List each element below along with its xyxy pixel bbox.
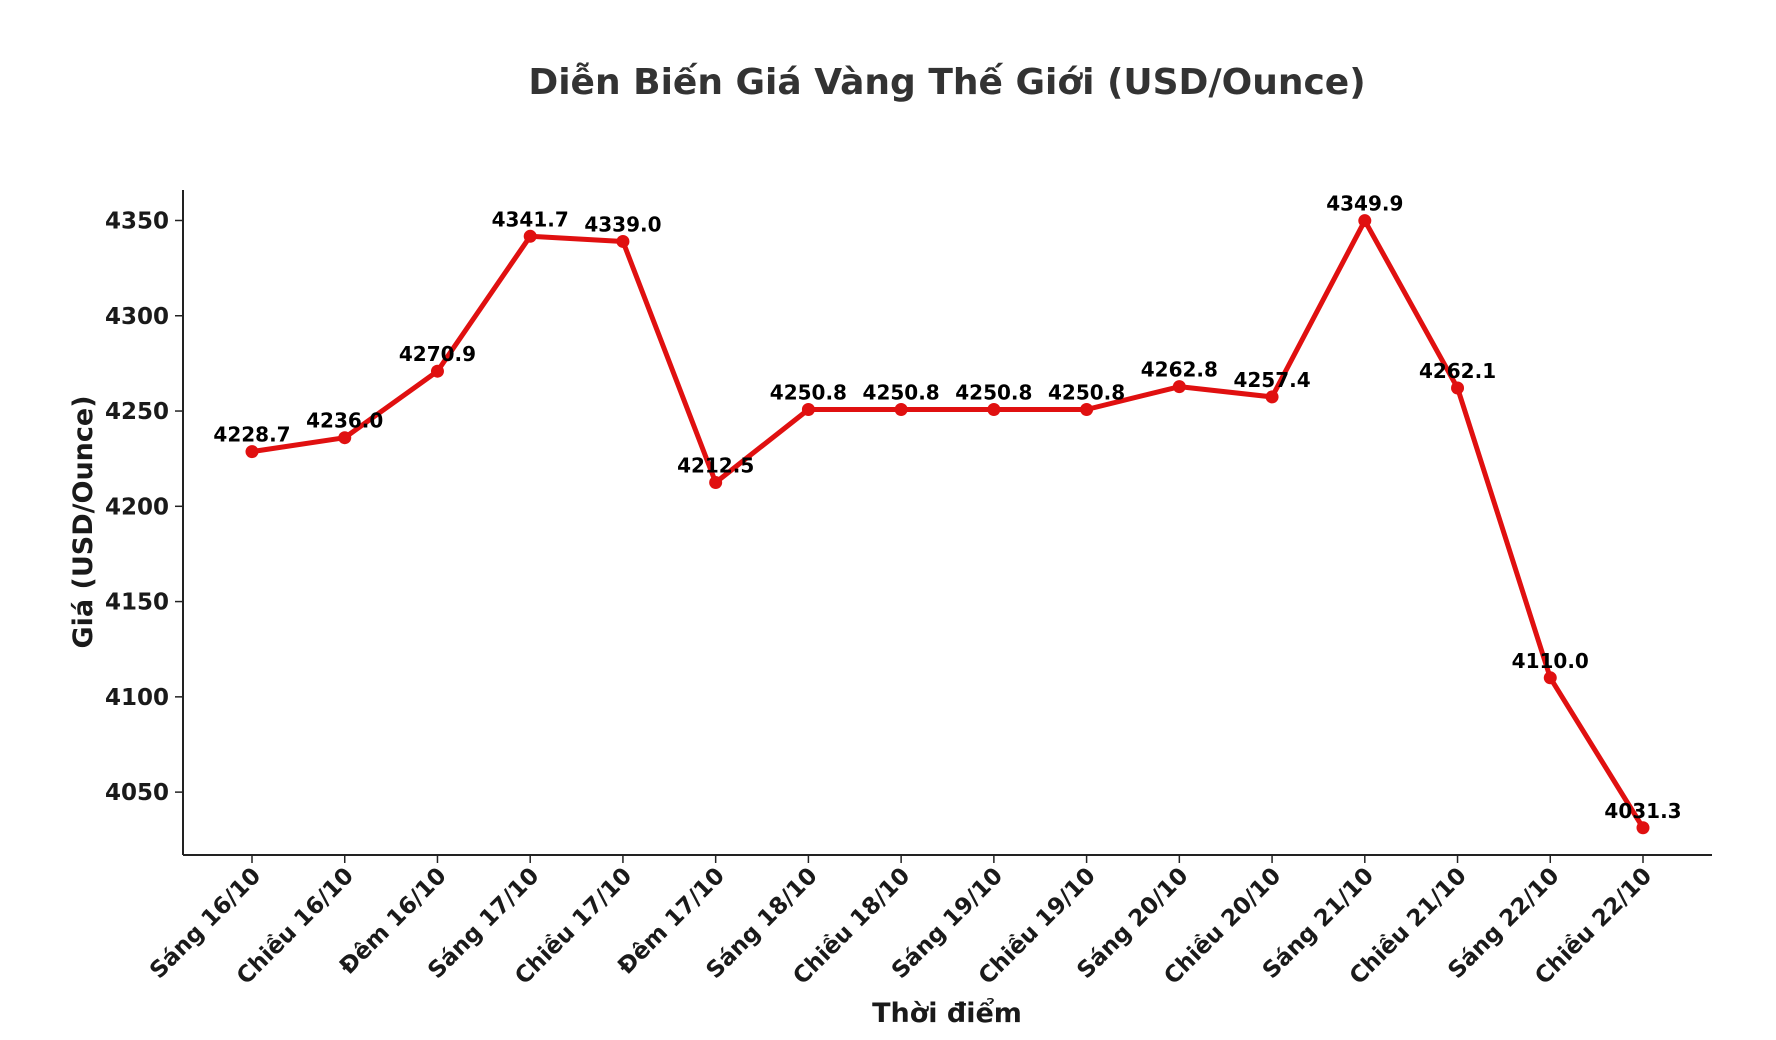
- data-label: 4228.7: [213, 423, 290, 447]
- data-point: [1451, 381, 1465, 395]
- y-tick-label: 4300: [105, 304, 169, 330]
- data-point: [430, 364, 444, 378]
- y-tick-label: 4050: [105, 780, 169, 806]
- data-point: [1636, 821, 1650, 835]
- data-point: [523, 229, 537, 243]
- data-label: 4110.0: [1512, 649, 1589, 673]
- x-axis-label: Thời điểm: [872, 996, 1022, 1029]
- data-labels: 4228.7 4236.0 4270.9 4341.7 4339.0 4212.5 4250…: [213, 192, 1681, 823]
- data-label: 4349.9: [1326, 192, 1403, 216]
- data-point: [245, 445, 259, 459]
- data-point: [987, 403, 1001, 417]
- y-tick-label: 4200: [105, 494, 169, 520]
- y-tick-label: 4250: [105, 399, 169, 425]
- data-point: [709, 475, 723, 489]
- data-label: 4250.8: [863, 381, 940, 405]
- data-label: 4250.8: [1048, 381, 1125, 405]
- data-point: [1543, 671, 1557, 685]
- data-label: 4262.8: [1141, 358, 1218, 382]
- series-line: [249, 218, 1646, 831]
- data-label: 4250.8: [770, 381, 847, 405]
- data-label: 4250.8: [955, 381, 1032, 405]
- data-point: [1080, 403, 1094, 417]
- data-label: 4212.5: [677, 453, 754, 477]
- data-label: 4236.0: [306, 409, 383, 433]
- y-axis-label: Giá (USD/Ounce): [68, 395, 99, 648]
- y-tick-label: 4350: [105, 208, 169, 234]
- axes: [182, 190, 1712, 856]
- data-label: 4257.4: [1233, 368, 1310, 392]
- data-label: 4262.1: [1419, 359, 1496, 383]
- y-ticks: 4050 4100 4150 4200 4250 4300 4350: [105, 208, 183, 806]
- data-point: [1265, 390, 1279, 404]
- data-point: [616, 234, 630, 248]
- y-tick-label: 4100: [105, 685, 169, 711]
- data-point: [801, 403, 815, 417]
- data-point: [338, 431, 352, 445]
- data-point: [1358, 214, 1372, 228]
- data-label: 4270.9: [399, 342, 476, 366]
- data-points: [245, 214, 1650, 835]
- chart-title: Diễn Biến Giá Vàng Thế Giới (USD/Ounce): [528, 62, 1365, 103]
- data-label: 4031.3: [1604, 799, 1681, 823]
- data-label: 4339.0: [584, 212, 661, 236]
- data-point: [1172, 380, 1186, 394]
- data-label: 4341.7: [492, 207, 569, 231]
- y-tick-label: 4150: [105, 590, 169, 616]
- data-point: [894, 403, 908, 417]
